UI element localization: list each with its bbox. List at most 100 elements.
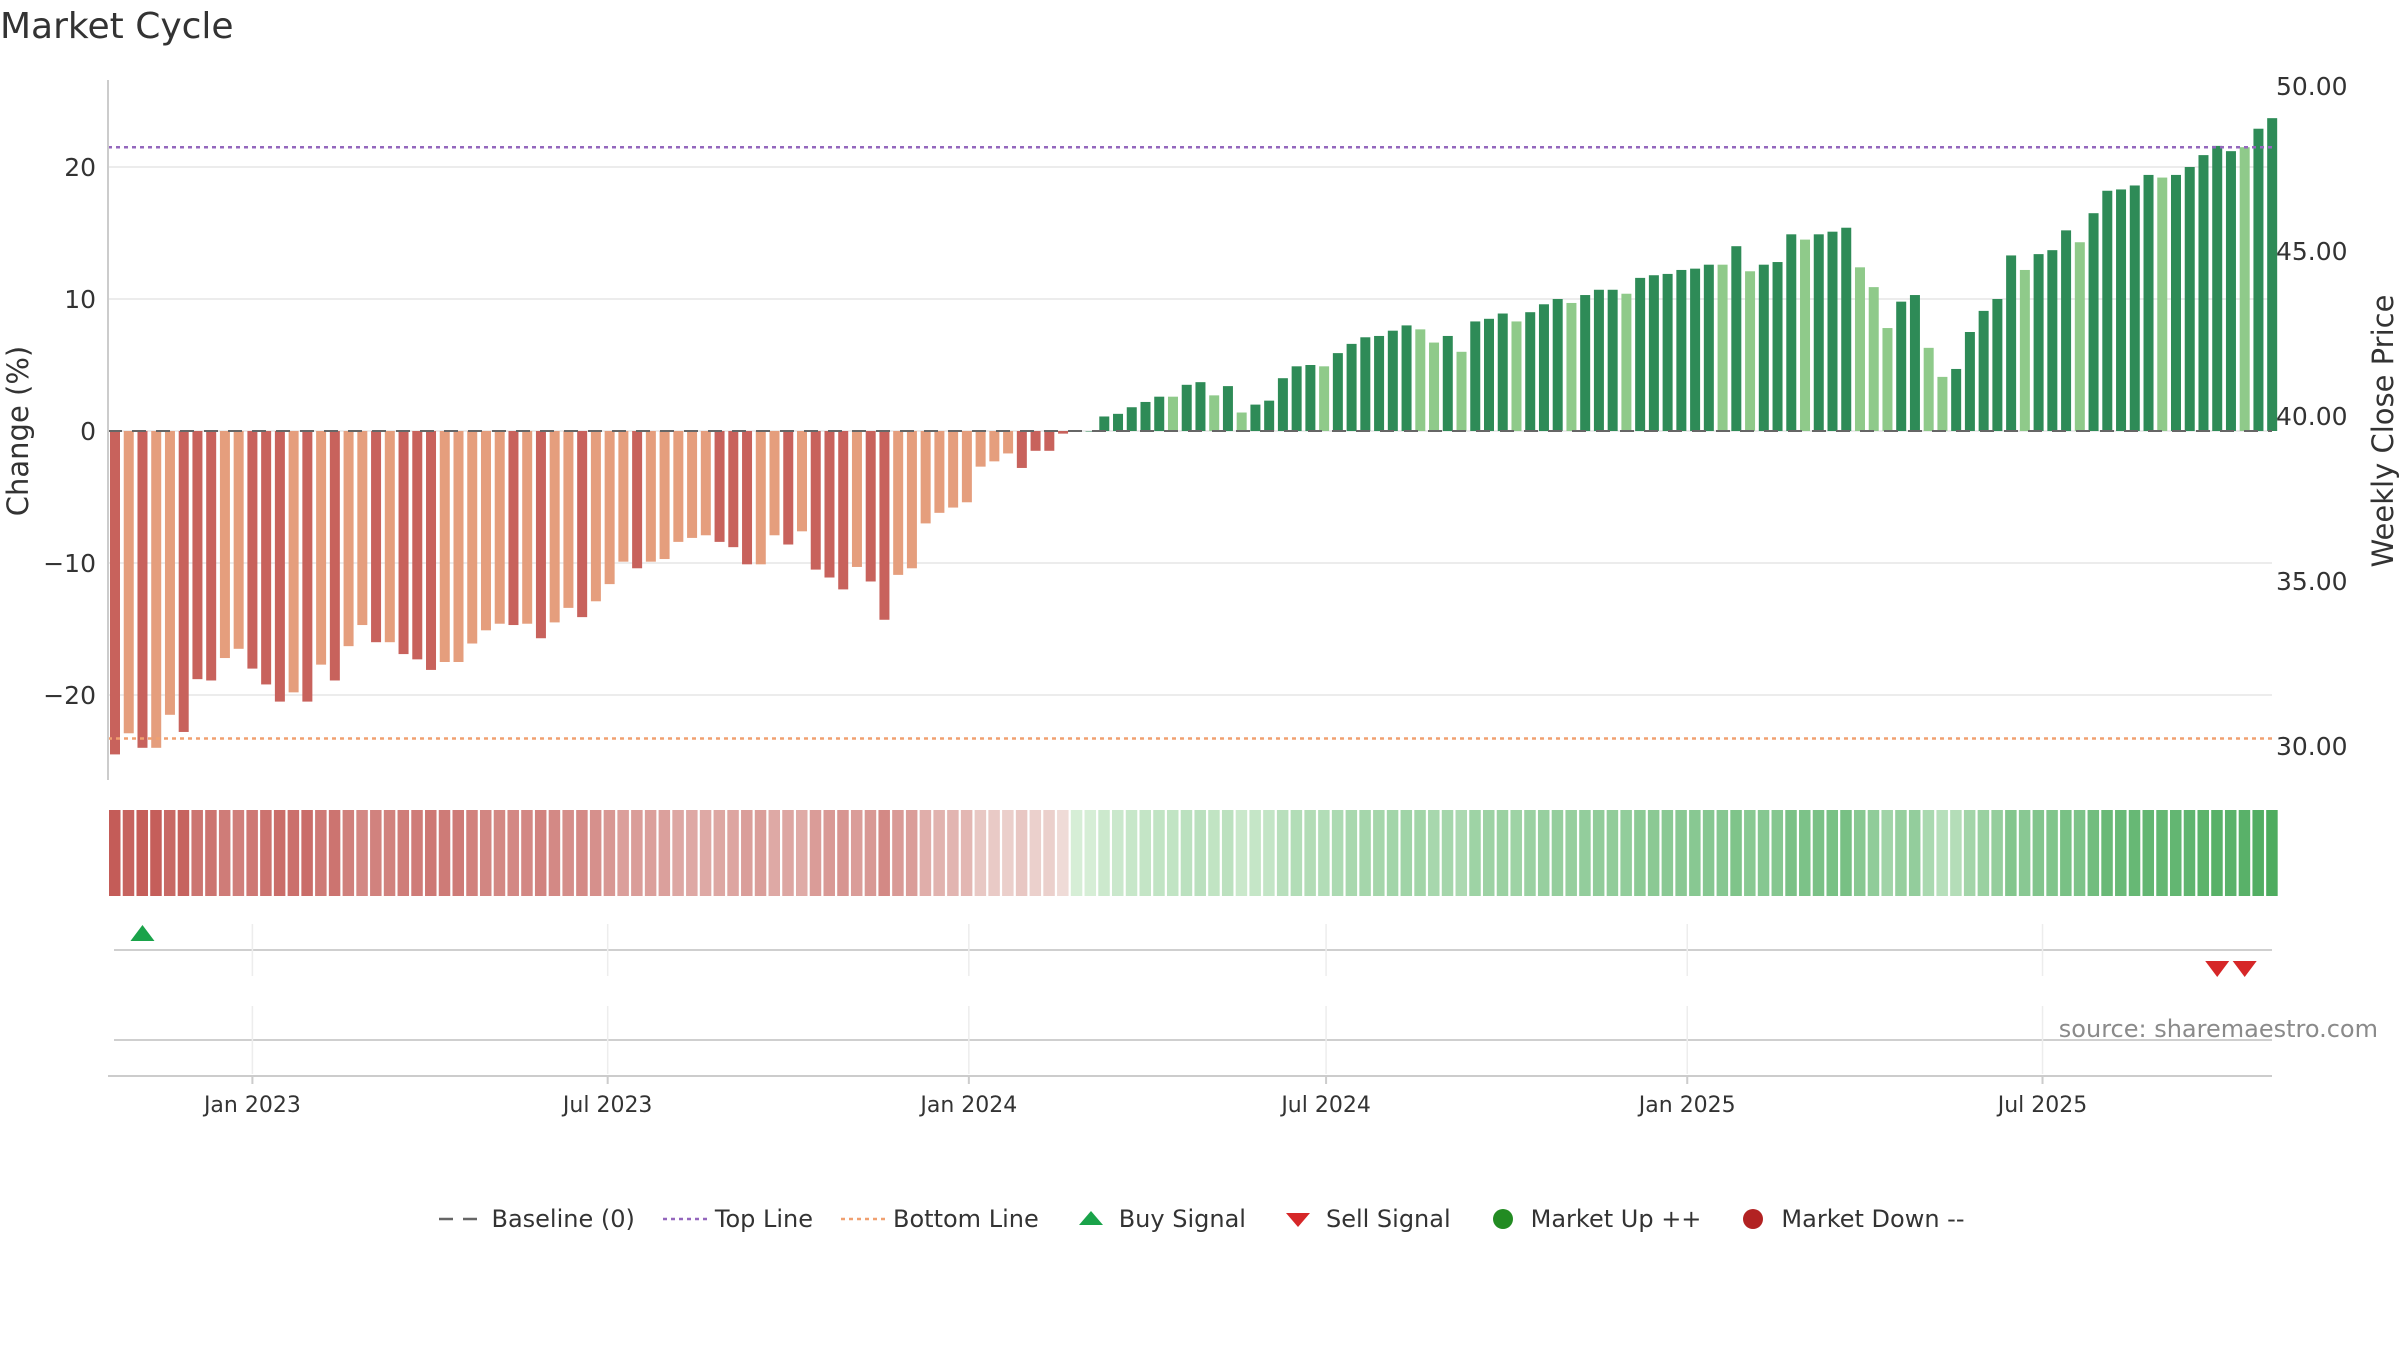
heat-cell <box>1249 810 1261 896</box>
heat-cell <box>356 810 368 896</box>
bar <box>1868 287 1879 431</box>
heat-cell <box>1606 810 1619 896</box>
heat-cell <box>534 810 547 896</box>
sell-signal-marker <box>2205 961 2230 977</box>
heat-cell <box>1359 810 1371 896</box>
sell-signal-marker <box>2232 961 2257 977</box>
legend-item-top[interactable]: Top Line <box>659 1205 813 1233</box>
heat-cell <box>2252 810 2264 896</box>
heat-cell <box>301 810 313 896</box>
bar <box>2088 213 2099 431</box>
bar <box>1099 416 1110 431</box>
heat-cell <box>782 810 794 896</box>
bar <box>1332 353 1343 431</box>
heat-cell <box>2046 810 2058 896</box>
bar <box>1167 396 1178 431</box>
bar <box>989 431 1000 462</box>
heat-cell <box>1386 810 1399 896</box>
bar <box>426 431 437 670</box>
heat-cell <box>1840 810 1852 896</box>
heat-cell <box>1139 810 1151 896</box>
bar <box>1264 400 1275 431</box>
bar <box>1387 330 1398 431</box>
bar <box>302 431 313 702</box>
bar <box>192 431 203 680</box>
legend-item-buy[interactable]: Buy Signal <box>1063 1205 1246 1233</box>
bar <box>494 431 505 624</box>
bar <box>233 431 244 649</box>
heat-cell <box>1524 810 1536 896</box>
bar <box>700 431 711 536</box>
bar <box>522 431 533 624</box>
bar <box>329 431 340 681</box>
heat-cell <box>438 810 451 896</box>
bar <box>2102 190 2113 431</box>
heat-cell <box>150 810 162 896</box>
legend-item-baseline[interactable]: Baseline (0) <box>435 1205 635 1233</box>
heat-cell <box>617 810 629 896</box>
x-tick-label: Jan 2024 <box>918 1093 1017 1118</box>
heat-cell <box>1304 810 1316 896</box>
circle-icon <box>1743 1209 1764 1229</box>
bar <box>948 431 959 508</box>
bar <box>1497 313 1508 431</box>
bar <box>1538 304 1549 431</box>
bar <box>1786 234 1797 431</box>
legend-item-sell[interactable]: Sell Signal <box>1270 1205 1451 1233</box>
bar <box>110 431 120 755</box>
buy-signal-marker <box>130 925 155 941</box>
change-bars <box>110 118 2278 755</box>
heat-cell <box>1263 810 1275 896</box>
heat-cell <box>1373 810 1385 896</box>
heat-cell <box>1950 810 1962 896</box>
heat-cell <box>727 810 739 896</box>
heat-cell <box>218 810 231 896</box>
bar <box>920 431 931 524</box>
heat-cell <box>974 810 987 896</box>
heat-cell <box>232 810 245 896</box>
legend-label: Market Down -- <box>1781 1205 1965 1233</box>
bar <box>508 431 519 626</box>
bar <box>219 431 230 659</box>
heat-cell <box>1812 810 1825 896</box>
bar <box>1745 271 1756 431</box>
heat-cell <box>1221 810 1234 896</box>
legend-label: Top Line <box>714 1205 814 1233</box>
bar <box>1058 431 1069 434</box>
left-tick-label: 0 <box>80 417 96 446</box>
bar <box>1470 321 1481 431</box>
circle-icon <box>1492 1209 1513 1229</box>
bar <box>865 431 876 582</box>
legend-item-up[interactable]: Market Up ++ <box>1475 1205 1701 1233</box>
heat-cell <box>1098 810 1110 896</box>
heat-cell <box>1551 810 1564 896</box>
heat-cell <box>1208 810 1220 896</box>
heat-cell <box>1771 810 1784 896</box>
heat-cell <box>1331 810 1344 896</box>
bar <box>2171 174 2181 432</box>
bar <box>1044 431 1055 451</box>
bar <box>673 431 684 542</box>
heat-cell <box>548 810 561 896</box>
bar <box>1593 289 1604 431</box>
bar <box>934 431 945 513</box>
legend-item-bottom[interactable]: Bottom Line <box>837 1205 1039 1233</box>
legend-item-down[interactable]: Market Down -- <box>1725 1205 1965 1233</box>
heat-cell <box>191 810 203 896</box>
bar <box>1484 318 1494 431</box>
heat-cell <box>988 810 1000 896</box>
axes: 20 10 0 −10 −20 50.00 45.00 40.00 35.00 30.00 Chan… <box>1 72 2400 780</box>
heat-cell <box>768 810 781 896</box>
heat-cell <box>960 810 973 896</box>
heat-cell <box>905 810 918 896</box>
bar <box>1003 431 1014 454</box>
heat-cell <box>1235 810 1248 896</box>
heat-cell <box>686 810 698 896</box>
heat-cell <box>1702 810 1715 896</box>
heat-cell <box>809 810 822 896</box>
bar <box>2033 254 2044 431</box>
heat-cell <box>850 810 863 896</box>
heat-cell <box>287 810 300 896</box>
bar <box>1456 351 1467 431</box>
bar <box>563 431 574 608</box>
